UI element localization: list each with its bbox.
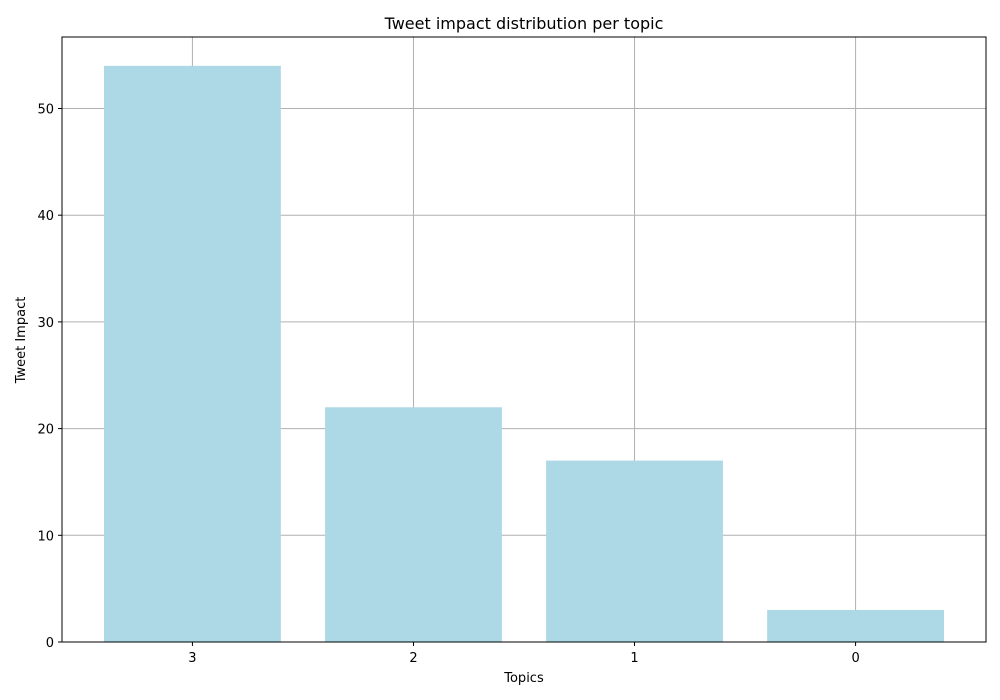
y-tick-label: 10 — [37, 529, 54, 544]
bar-topic-1 — [546, 461, 723, 642]
y-tick-label: 30 — [37, 316, 54, 331]
bar-topic-2 — [325, 407, 502, 642]
y-tick-label: 50 — [37, 102, 54, 117]
y-axis-label: Tweet Impact — [14, 297, 29, 385]
y-axis: 0 10 20 30 40 50 — [37, 102, 62, 651]
x-tick-label: 2 — [409, 651, 417, 666]
x-axis-label: Topics — [503, 671, 544, 686]
y-tick-label: 0 — [46, 636, 54, 651]
x-axis: 3 2 1 0 — [188, 642, 859, 666]
x-tick-label: 1 — [630, 651, 638, 666]
bars-layer — [104, 66, 944, 642]
bar-topic-0 — [767, 610, 944, 642]
x-tick-label: 0 — [851, 651, 859, 666]
bar-topic-3 — [104, 66, 281, 642]
y-tick-label: 20 — [37, 423, 54, 438]
y-tick-label: 40 — [37, 209, 54, 224]
x-tick-label: 3 — [188, 651, 196, 666]
chart-title: Tweet impact distribution per topic — [384, 14, 664, 33]
